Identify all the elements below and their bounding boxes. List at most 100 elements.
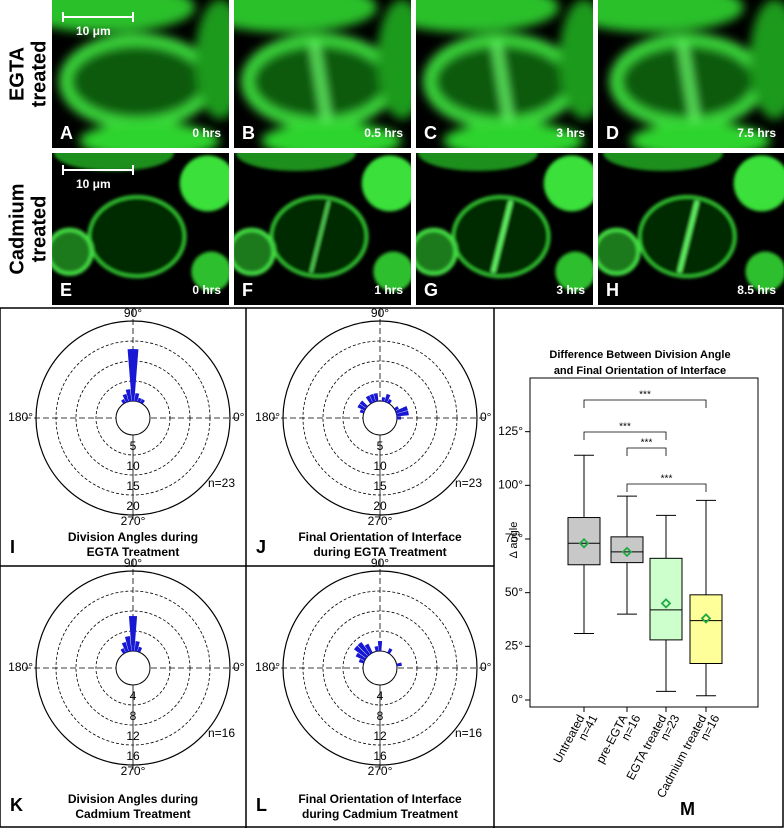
cell: [416, 0, 560, 33]
cell: [58, 33, 215, 130]
sample-size: n=23: [208, 476, 235, 490]
cells: [598, 153, 784, 292]
division-plane: [678, 40, 699, 122]
rose-bar: [358, 658, 365, 664]
rose-bar: [125, 389, 132, 402]
division-plane: [677, 200, 700, 274]
rose-bar: [353, 645, 368, 659]
panel-letter: C: [424, 123, 437, 143]
panel-letter: H: [606, 280, 619, 300]
angle-tick-label: 0°: [480, 410, 492, 424]
cell: [234, 0, 378, 33]
angle-tick-label: 180°: [8, 660, 33, 674]
row-label-line: Cadmium: [6, 183, 28, 274]
rose-bar: [365, 395, 373, 404]
rose-bar: [387, 648, 393, 654]
time-label: 0 hrs: [192, 283, 221, 297]
angle-tick-label: 90°: [124, 306, 142, 320]
rose-bar: [355, 652, 366, 661]
cell: [361, 155, 411, 212]
significance-bracket: [626, 483, 707, 492]
origin-ring: [115, 650, 151, 686]
micrograph: C 3 hrs: [416, 0, 593, 148]
sample-size: n=16: [208, 726, 235, 740]
panel-frame: [0, 307, 784, 828]
sample-size: n=23: [455, 476, 482, 490]
micrograph: H 8.5 hrs: [598, 153, 784, 305]
rose-bar: [134, 641, 140, 652]
chart-title: EGTA Treatment: [87, 545, 180, 559]
angle-tick-label: 0°: [233, 660, 245, 674]
rose-bar: [140, 399, 145, 404]
rose-bar: [377, 641, 383, 652]
chart-title: Division Angles during: [68, 530, 198, 544]
micrograph: E 0 hrs 10 μm: [52, 153, 229, 305]
chart-title: Final Orientation of Interface: [298, 792, 462, 806]
row-label-line: EGTA: [6, 47, 28, 101]
rose-bar: [128, 616, 138, 652]
micrograph: F 1 hrs: [234, 153, 411, 305]
y-tick-label: 0°: [512, 692, 524, 706]
panel-letter: K: [10, 795, 23, 815]
cell: [235, 153, 356, 171]
angle-tick-label: 0°: [480, 660, 492, 674]
cell: [598, 0, 744, 33]
panel-letter: F: [242, 280, 253, 300]
rose-bar: [137, 646, 143, 653]
cell: [443, 122, 584, 148]
angle-tick-label: 90°: [371, 306, 389, 320]
rose-bar: [357, 403, 366, 411]
panel-letter: J: [256, 537, 266, 557]
significance-bracket: [583, 431, 667, 440]
row-label: EGTA treated: [6, 41, 50, 108]
rose-bar: [137, 397, 142, 403]
cell: [191, 251, 229, 292]
rose-bar: [364, 643, 373, 654]
y-tick-label: 125°: [498, 424, 523, 438]
micrograph: G 3 hrs: [416, 153, 593, 305]
cell: [733, 155, 784, 212]
chart-title: Final Orientation of Interface: [298, 530, 462, 544]
rose-bar: [395, 405, 408, 414]
cells: [598, 0, 784, 148]
rose-bar: [120, 648, 126, 654]
rose-bar: [396, 416, 401, 420]
cell: [598, 227, 641, 276]
y-tick-label: 100°: [498, 478, 523, 492]
angle-tick-label: 270°: [368, 514, 393, 528]
mean-marker: [660, 598, 672, 609]
significance-bracket: [583, 399, 707, 408]
rose-bar: [134, 393, 140, 402]
chart-title: during EGTA Treatment: [313, 545, 446, 559]
cells: [234, 0, 411, 148]
cell: [543, 155, 593, 212]
plot-frame: [529, 377, 759, 708]
cell: [234, 227, 276, 276]
box: [689, 594, 723, 665]
rose-bar: [387, 399, 392, 404]
rose-bar: [394, 406, 399, 411]
panel-letter: G: [424, 280, 438, 300]
mean-marker: [578, 538, 590, 549]
cell: [559, 0, 593, 120]
significance-label: ***: [641, 438, 653, 449]
time-label: 3 hrs: [556, 283, 585, 297]
micrograph: D 7.5 hrs: [598, 0, 784, 148]
panel-letter: D: [606, 123, 619, 143]
cells: [416, 153, 593, 292]
significance-label: ***: [619, 422, 631, 433]
angle-tick-label: 90°: [124, 556, 142, 570]
sample-size: n=16: [455, 726, 482, 740]
panel-letter: I: [10, 537, 15, 557]
cells: [416, 0, 593, 148]
cell: [261, 122, 402, 148]
cell: [555, 251, 593, 292]
cell: [373, 251, 411, 292]
cell: [630, 122, 771, 148]
significance-bracket: [626, 447, 667, 456]
rose-bar: [374, 646, 379, 652]
division-plane: [492, 40, 513, 122]
time-label: 3 hrs: [556, 126, 585, 140]
y-tick-label: 75°: [505, 531, 523, 545]
division-plane: [491, 200, 513, 274]
